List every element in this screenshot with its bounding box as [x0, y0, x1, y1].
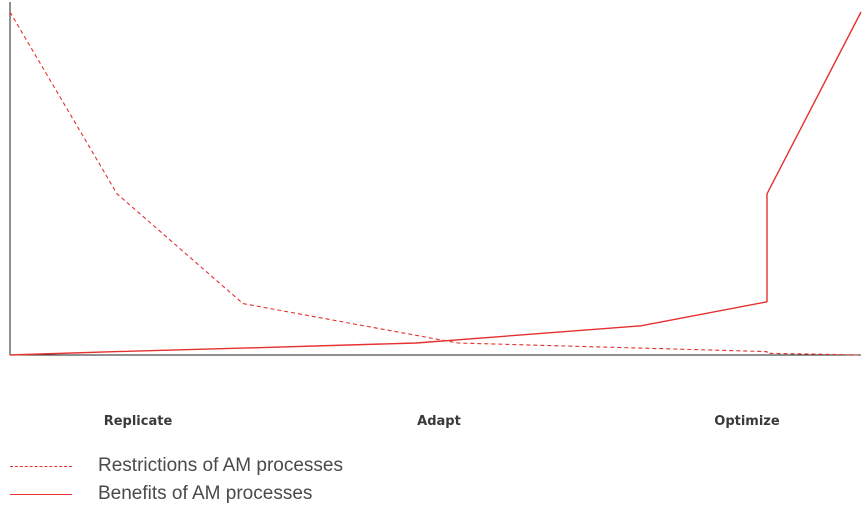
category-label-adapt: Adapt: [417, 414, 461, 429]
series-layer: [9, 11, 862, 356]
legend-label-benefits: Benefits of AM processes: [98, 483, 313, 504]
axes: [9, 2, 861, 356]
category-label-optimize: Optimize: [714, 414, 780, 429]
category-label-replicate: Replicate: [104, 414, 173, 429]
legend-item-restrictions: Restrictions of AM processes: [10, 452, 343, 480]
legend: Restrictions of AM processes Benefits of…: [10, 452, 343, 508]
legend-dashed-line-icon: [10, 465, 72, 467]
legend-label-restrictions: Restrictions of AM processes: [98, 455, 343, 476]
legend-item-benefits: Benefits of AM processes: [10, 480, 343, 508]
legend-solid-line-icon: [10, 493, 72, 495]
series-line-restrictions: [9, 11, 862, 356]
category-labels: Replicate Adapt Optimize: [104, 414, 780, 429]
series-line-benefits: [9, 11, 862, 356]
